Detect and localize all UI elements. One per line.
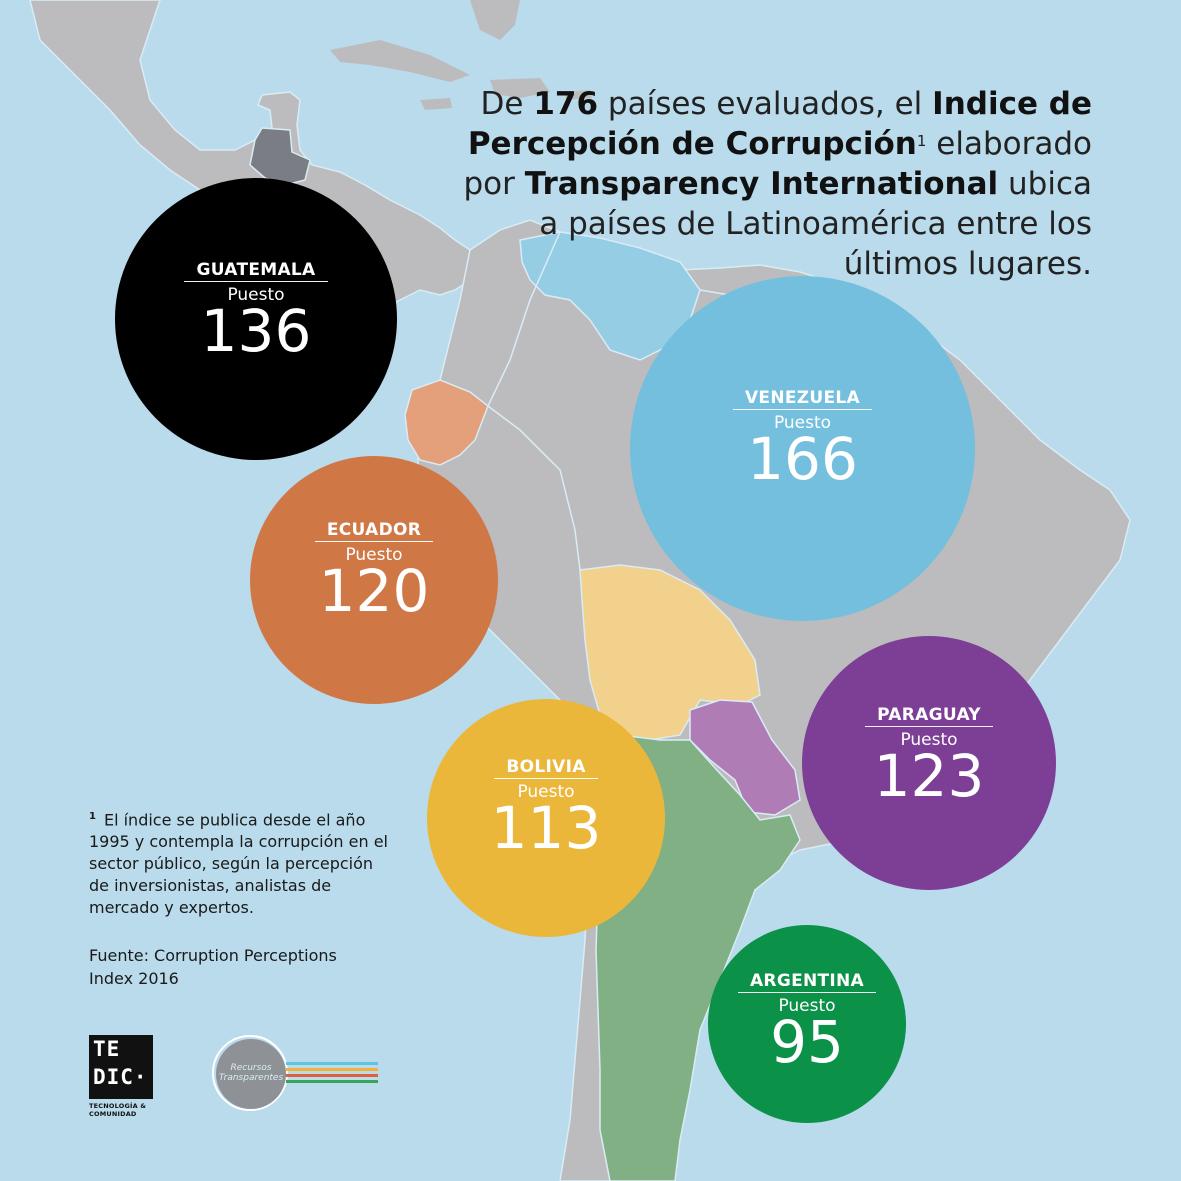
bolivia-bubble: BOLIVIA Puesto 113 (427, 699, 665, 937)
footnote-marker: 1 (89, 811, 96, 822)
paraguay-bubble: PARAGUAY Puesto 123 (802, 636, 1056, 890)
headline: De 176 países evaluados, el Indice de Pe… (463, 86, 1092, 282)
rank-value: 120 (318, 557, 430, 625)
logo-stripe (286, 1080, 378, 1083)
venezuela-bubble: VENEZUELA Puesto 166 (630, 276, 975, 621)
guatemala-shape (249, 127, 311, 186)
tedic-tagline: TECNOLOGÍA & COMUNIDAD (89, 1102, 147, 1118)
footnote-text: El índice se publica desde el año 1995 y… (89, 810, 388, 918)
argentina-bubble: ARGENTINA Puesto 95 (708, 925, 906, 1123)
rank-label: Puesto (517, 782, 575, 802)
country-name: BOLIVIA (494, 757, 598, 779)
land-cuba (330, 40, 470, 82)
venezuela-shape (519, 231, 701, 361)
rank-value: 113 (490, 794, 602, 862)
rank-value: 123 (873, 742, 985, 810)
ecuador-shape (404, 379, 489, 466)
logo-stripe (286, 1062, 378, 1065)
rank-label: Puesto (345, 545, 403, 565)
footnote: 1 El índice se publica desde el año 1995 … (89, 806, 389, 919)
guatemala-bubble: GUATEMALA Puesto 136 (115, 178, 397, 460)
country-name: ECUADOR (314, 520, 434, 542)
rank-value: 95 (770, 1008, 844, 1076)
rank-label: Puesto (773, 413, 832, 433)
ecuador-bubble: ECUADOR Puesto 120 (250, 456, 498, 704)
logo-stripe (286, 1074, 378, 1077)
rank-label: Puesto (900, 730, 958, 750)
recursos-transparentes-text: Recursos Transparentes (218, 1063, 284, 1083)
logo-stripe (286, 1068, 378, 1071)
rank-value: 136 (200, 297, 312, 365)
country-name: VENEZUELA (732, 388, 873, 410)
bolivia-shape (579, 564, 761, 741)
country-name: GUATEMALA (184, 260, 328, 282)
country-name: ARGENTINA (737, 971, 877, 993)
recursos-transparentes-logo-ring (212, 1035, 288, 1111)
recursos-transparentes-logo (216, 1039, 286, 1109)
tedic-logo: TE DIC· (89, 1035, 153, 1099)
rank-label: Puesto (778, 996, 836, 1016)
source-citation: Fuente: Corruption Perceptions Index 201… (89, 946, 337, 988)
paraguay-shape (689, 699, 801, 816)
rank-label: Puesto (227, 285, 285, 305)
country-name: PARAGUAY (865, 705, 993, 727)
land-florida (470, 0, 520, 40)
rank-value: 166 (747, 425, 858, 493)
land-puertorico (565, 90, 592, 100)
land-jamaica (420, 98, 452, 110)
land-hispaniola (490, 78, 550, 98)
